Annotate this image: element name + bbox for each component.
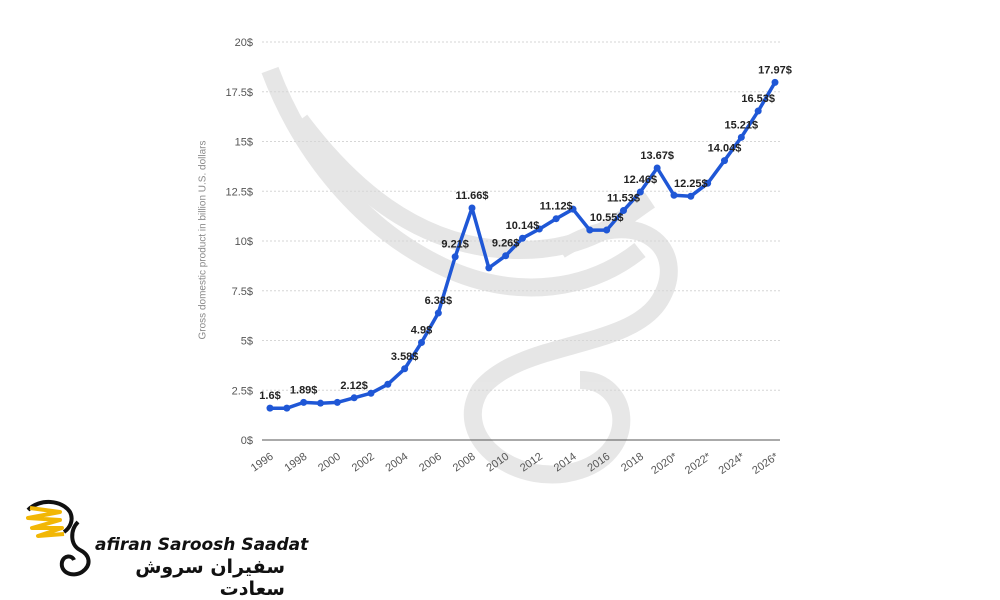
x-tick-label: 1998 — [282, 451, 309, 475]
data-label: 4.9$ — [411, 324, 432, 336]
data-label: 11.53$ — [607, 193, 640, 205]
x-tick-label: 2024* — [717, 450, 748, 477]
data-point — [367, 389, 375, 397]
data-label: 9.21$ — [441, 239, 469, 251]
y-tick-label: 17.5$ — [225, 87, 253, 99]
brand-name-english: afiran Saroosh Saadat — [95, 535, 309, 555]
data-label: 11.12$ — [540, 201, 573, 213]
data-point — [485, 264, 493, 272]
x-tick-label: 2008 — [451, 451, 478, 475]
x-tick-label: 2004 — [383, 451, 410, 475]
data-point — [620, 207, 627, 215]
data-point — [434, 309, 442, 317]
data-label: 3.58$ — [391, 351, 419, 363]
data-point — [586, 226, 594, 234]
swan-wing-watermark-icon — [261, 66, 678, 484]
x-tick-label: 2006 — [417, 451, 444, 475]
data-label: 12.46$ — [624, 174, 658, 186]
data-point — [333, 398, 341, 406]
y-tick-label: 20$ — [235, 37, 253, 49]
data-label: 13.67$ — [640, 150, 674, 162]
data-labels: 1.6$ 1.89$ 2.12$ 3.58$ 4.9$ 6.38$ 9.21$ 11.66$ 9… — [259, 64, 792, 402]
data-label: 11.66$ — [455, 190, 488, 202]
data-point — [283, 404, 291, 412]
data-point — [653, 164, 661, 172]
grid-lines — [262, 41, 780, 441]
x-tick-label: 2022* — [683, 450, 714, 477]
data-label: 1.89$ — [290, 384, 318, 396]
data-label: 6.38$ — [425, 295, 453, 307]
y-tick-label: 12.5$ — [225, 186, 253, 198]
x-tick-label: 2020* — [649, 450, 680, 477]
data-point — [451, 253, 459, 261]
data-point — [300, 398, 308, 406]
brand-name-persian: سفیران سروش سعادت — [135, 556, 285, 600]
x-tick-label: 2002 — [350, 451, 377, 475]
data-points — [266, 78, 779, 412]
data-point — [737, 133, 745, 141]
data-point — [636, 188, 644, 196]
data-point — [266, 404, 274, 412]
y-tick-label: 10$ — [235, 236, 253, 248]
data-point — [535, 225, 543, 233]
data-point — [418, 338, 425, 346]
data-point — [552, 215, 560, 223]
y-tick-label: 15$ — [235, 137, 253, 149]
data-point — [384, 380, 392, 388]
data-point — [603, 226, 611, 234]
data-point — [569, 205, 577, 213]
x-tick-label: 2018 — [619, 451, 646, 475]
x-tick-label: 2000 — [316, 451, 343, 475]
data-label: 14.04$ — [708, 143, 742, 155]
x-tick-label: 2026* — [750, 450, 781, 477]
data-label: 9.26$ — [492, 238, 520, 250]
data-point — [771, 78, 779, 86]
y-tick-label: 2.5$ — [232, 385, 253, 397]
data-point — [687, 192, 695, 200]
y-tick-label: 7.5$ — [232, 286, 253, 298]
data-point — [502, 252, 510, 260]
data-label: 10.14$ — [506, 220, 540, 232]
data-point — [704, 179, 712, 187]
data-point — [317, 399, 324, 407]
data-point — [519, 234, 526, 242]
data-point — [754, 107, 762, 115]
data-label: 2.12$ — [340, 380, 368, 392]
data-label: 16.53$ — [741, 93, 775, 105]
data-label: 15.21$ — [725, 119, 759, 131]
swan-wing-logo-icon — [26, 500, 91, 577]
data-label: 1.6$ — [259, 390, 280, 402]
y-tick-label: 5$ — [241, 336, 253, 348]
data-point — [468, 204, 476, 212]
y-axis-label: Gross domestic product in billion U.S. d… — [197, 140, 209, 340]
data-point — [721, 157, 728, 165]
data-label: 17.97$ — [758, 64, 792, 76]
data-label: 12.25$ — [674, 178, 708, 190]
data-point — [670, 191, 678, 199]
y-tick-label: 0$ — [241, 435, 253, 447]
x-tick-label: 1996 — [249, 451, 276, 475]
data-point — [350, 394, 358, 402]
y-axis-ticks: 0$ 2.5$ 5$ 7.5$ 10$ 12.5$ 15$ 17.5$ 20$ — [225, 37, 253, 447]
data-point — [401, 365, 409, 373]
data-label: 10.55$ — [590, 212, 624, 224]
